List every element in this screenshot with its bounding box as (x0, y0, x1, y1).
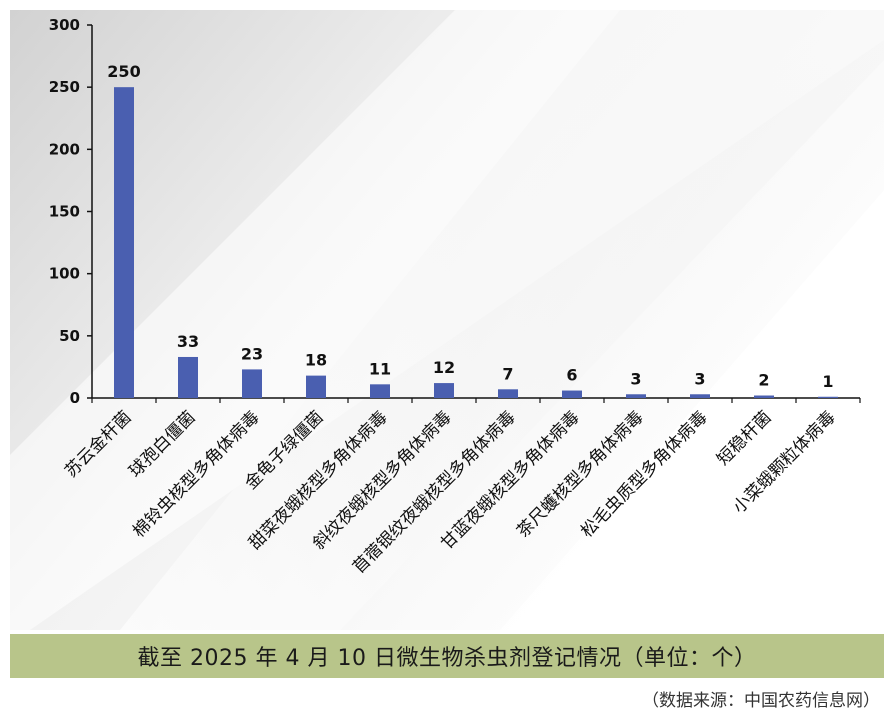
data-label: 23 (241, 344, 263, 363)
chart: 050100150200250300250苏云金杆菌33球孢白僵菌23棉铃虫核型… (10, 10, 884, 630)
bar (626, 394, 646, 398)
y-tick-label: 150 (49, 203, 80, 221)
chart-title: 截至 2025 年 4 月 10 日微生物杀虫剂登记情况（单位：个） (137, 646, 757, 671)
data-label: 250 (107, 62, 140, 81)
bar (562, 390, 582, 398)
data-label: 2 (758, 371, 769, 390)
y-tick-label: 0 (70, 389, 80, 407)
data-source-note: （数据来源：中国农药信息网） (642, 691, 880, 711)
bar (178, 356, 198, 398)
data-label: 3 (630, 369, 641, 388)
data-label: 7 (502, 364, 513, 383)
bar (370, 384, 390, 398)
data-label: 11 (369, 359, 391, 378)
bar (498, 389, 518, 398)
bar (306, 375, 326, 398)
data-label: 33 (177, 332, 199, 351)
data-label: 1 (822, 372, 833, 391)
data-label: 12 (433, 358, 455, 377)
bar (690, 394, 710, 398)
y-tick-label: 50 (59, 327, 80, 345)
data-label: 18 (305, 351, 327, 370)
chart-background (10, 10, 884, 630)
bar (754, 395, 774, 398)
bar (114, 87, 134, 399)
chart-title-band: 截至 2025 年 4 月 10 日微生物杀虫剂登记情况（单位：个） (10, 634, 884, 678)
y-tick-label: 100 (49, 265, 80, 283)
y-tick-label: 250 (49, 78, 80, 96)
bar (242, 369, 262, 398)
bar (818, 396, 838, 398)
data-label: 3 (694, 369, 705, 388)
y-tick-label: 200 (49, 140, 80, 158)
data-label: 6 (566, 366, 577, 385)
y-tick-label: 300 (49, 16, 80, 34)
bar (434, 383, 454, 398)
